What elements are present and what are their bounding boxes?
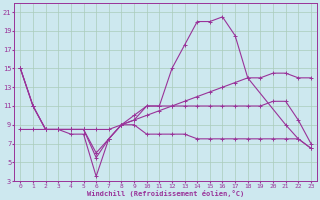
X-axis label: Windchill (Refroidissement éolien,°C): Windchill (Refroidissement éolien,°C) [87, 190, 244, 197]
